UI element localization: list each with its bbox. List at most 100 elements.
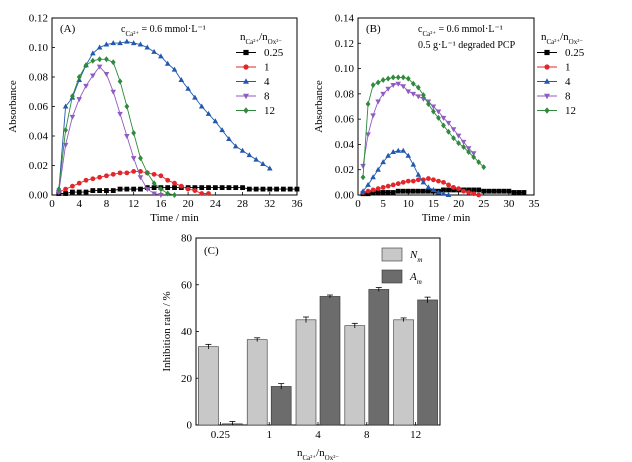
panel-c: 0 20 40 60 80 0.25 1 4 8 12 (C) nCa²⁺/nOx²⁻ Inhibiti… (161, 233, 441, 462)
data-point (110, 188, 116, 193)
y-tick-label: 0.00 (335, 190, 355, 202)
data-point (395, 74, 401, 81)
data-point (470, 151, 477, 157)
series-1 (56, 169, 211, 196)
data-point (425, 184, 432, 190)
data-point (360, 188, 366, 194)
data-point (370, 174, 376, 180)
y-tick-label: 0.08 (29, 72, 49, 84)
data-point (481, 164, 487, 171)
data-point (476, 159, 482, 166)
data-point (246, 152, 253, 158)
data-point (430, 104, 437, 110)
bar-nm (295, 316, 317, 426)
data-point (158, 53, 164, 59)
bar-am (270, 383, 292, 426)
data-point (158, 186, 164, 193)
legend-marker (243, 64, 249, 70)
data-point (420, 179, 427, 185)
data-point (212, 185, 218, 191)
data-point (130, 40, 137, 46)
data-point (165, 185, 171, 191)
legend-item: Nm (381, 247, 422, 264)
data-point (226, 185, 232, 191)
data-point (260, 161, 266, 167)
data-point (212, 118, 219, 124)
legend-label: 8 (565, 91, 571, 103)
data-point (365, 100, 371, 107)
data-point (76, 97, 83, 103)
bar-am (222, 421, 243, 426)
data-point (440, 190, 447, 196)
legend-marker (544, 78, 550, 84)
bar (393, 319, 414, 426)
legend-title: nCa²⁺/nOx²⁻ (541, 31, 583, 46)
data-point (151, 48, 157, 54)
data-point (360, 163, 366, 169)
y-tick-label: 0.06 (335, 114, 355, 126)
data-point (267, 186, 273, 192)
x-tick-label: 4 (76, 198, 82, 210)
data-point (158, 193, 164, 198)
data-point (441, 122, 446, 129)
data-point (400, 188, 406, 194)
bar (198, 346, 219, 426)
series-12 (56, 56, 177, 198)
data-point (192, 94, 198, 100)
data-point (445, 120, 452, 126)
x-tick-label: 0.25 (211, 429, 231, 441)
y-tick-label: 0.12 (335, 38, 354, 50)
data-point (370, 113, 376, 119)
y-tick-label: 80 (181, 233, 193, 245)
panel-label: (A) (60, 23, 76, 35)
x-tick-label: 36 (292, 198, 304, 210)
data-point (390, 83, 396, 89)
data-point (365, 181, 371, 187)
data-point (164, 60, 171, 66)
data-point (104, 56, 109, 63)
bar-am (319, 294, 341, 426)
bar-am (368, 287, 390, 426)
data-point (90, 57, 96, 64)
data-point (144, 44, 151, 50)
data-point (83, 83, 89, 89)
data-point (415, 171, 422, 177)
data-point (375, 79, 381, 86)
data-point (199, 191, 205, 196)
data-point (390, 74, 396, 81)
bar (295, 319, 317, 426)
data-point (365, 191, 371, 197)
series-4 (56, 38, 273, 193)
y-tick-label: 0.12 (29, 13, 48, 25)
data-point (461, 143, 466, 150)
legend-item: 0.25 (236, 47, 284, 59)
legend-label: 8 (264, 91, 270, 103)
data-point (405, 152, 412, 158)
data-point (280, 186, 286, 192)
data-point (516, 190, 522, 195)
bar (246, 339, 268, 426)
data-point (172, 180, 177, 186)
data-point (165, 177, 171, 183)
bar-am (417, 296, 438, 426)
data-point (441, 179, 446, 185)
legend-item: Am (381, 269, 422, 286)
data-point (63, 191, 69, 196)
data-point (385, 86, 391, 92)
legend-swatch (381, 247, 403, 262)
annotation: 0.5 g·L⁻¹ degraded PCP (418, 40, 516, 51)
bar-nm (393, 317, 414, 426)
data-point (97, 188, 103, 193)
data-point (506, 188, 512, 194)
data-point (185, 85, 191, 91)
data-point (124, 134, 130, 139)
data-point (96, 44, 103, 50)
data-point (385, 152, 391, 158)
data-point (287, 186, 293, 192)
legend-item: 4 (537, 76, 571, 88)
data-point (110, 40, 117, 46)
data-point (451, 185, 456, 190)
panel-a: 0 4 8 12 16 20 24 28 32 36 0.00 0.02 0.04 0.06 0.08 0.1… (7, 13, 303, 225)
data-point (491, 188, 497, 194)
data-point (151, 171, 157, 177)
